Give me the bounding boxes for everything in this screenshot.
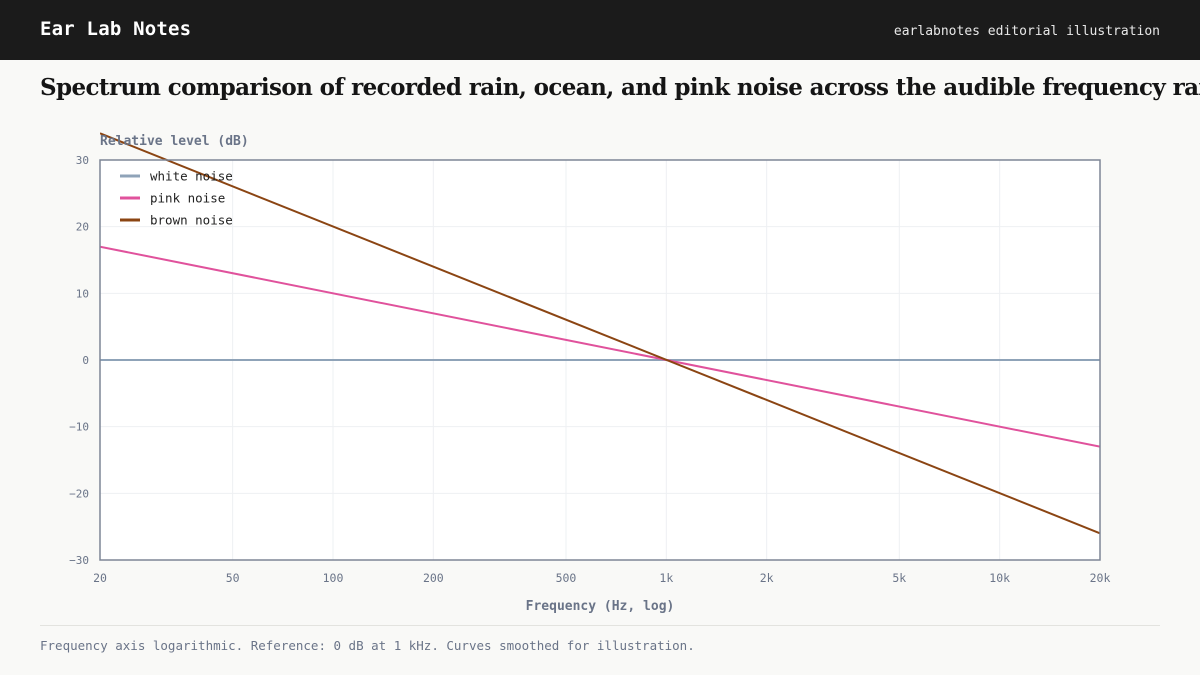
y-axis-label: Relative level (dB) — [100, 134, 249, 149]
x-tick-label: 200 — [423, 571, 444, 585]
site-tagline: earlabnotes editorial illustration — [893, 24, 1160, 39]
x-tick-label: 10k — [989, 571, 1010, 585]
y-tick-labels: 30 20 10 0 −10 −20 −30 — [69, 154, 89, 567]
series-line-brown-noise — [100, 132, 1100, 535]
y-tick-label: 0 — [82, 354, 89, 367]
y-tick-label: 20 — [76, 221, 89, 234]
y-tick-label: 10 — [76, 287, 89, 300]
legend-label: pink noise — [150, 191, 225, 206]
x-tick-label: 50 — [226, 571, 240, 585]
x-axis-label: Frequency (Hz, log) — [526, 599, 675, 614]
x-tick-labels: 20 50 100 200 500 1k 2k 5k 10k 20k — [93, 571, 1110, 585]
x-tick-label: 20k — [1090, 571, 1111, 585]
top-bar: Ear Lab Notes earlabnotes editorial illu… — [0, 0, 1200, 60]
x-tick-label: 20 — [93, 571, 107, 585]
site-brand[interactable]: Ear Lab Notes — [40, 18, 192, 40]
x-tick-label: 500 — [556, 571, 577, 585]
x-tick-label: 5k — [892, 571, 906, 585]
page-headline: Spectrum comparison of recorded rain, oc… — [40, 74, 1200, 101]
x-tick-label: 2k — [760, 571, 774, 585]
y-tick-label: −20 — [69, 487, 89, 500]
series-line-pink-noise — [100, 245, 1100, 448]
series-lines — [100, 132, 1100, 535]
chart-legend: white noise pink noise brown noise — [120, 169, 233, 228]
legend-label: brown noise — [150, 213, 233, 228]
plot-frame — [99, 159, 1101, 561]
footer-divider — [40, 625, 1160, 626]
y-tick-label: 30 — [76, 154, 89, 167]
y-tick-label: −30 — [69, 554, 89, 567]
legend-label: white noise — [150, 169, 233, 184]
x-tick-label: 1k — [659, 571, 673, 585]
x-tick-label: 100 — [323, 571, 344, 585]
y-tick-label: −10 — [69, 421, 89, 434]
chart-caption: Frequency axis logarithmic. Reference: 0… — [40, 638, 695, 653]
